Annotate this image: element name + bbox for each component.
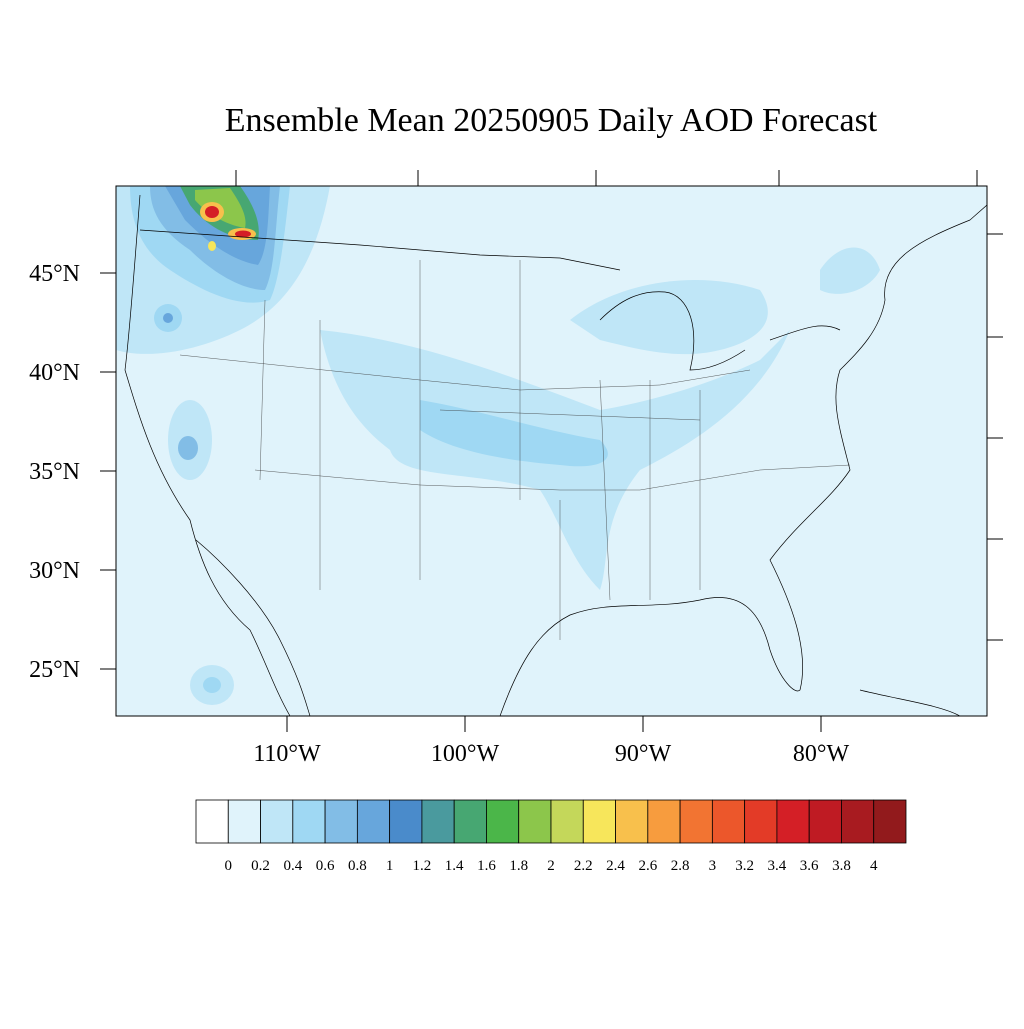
lon-label: 90°W	[615, 741, 672, 767]
colorbar-box	[292, 799, 326, 844]
colorbar-box	[227, 799, 261, 844]
lat-label: 35°N	[29, 459, 80, 485]
colorbar-label: 3.6	[800, 858, 819, 874]
colorbar-label: 1.2	[413, 858, 432, 874]
colorbar-label: 0	[225, 858, 233, 874]
colorbar-box	[324, 799, 358, 844]
colorbar-label: 3.4	[768, 858, 787, 874]
colorbar-box	[260, 799, 294, 844]
colorbar: 0 0.2 0.4 0.6 0.8 1 1.2 1.4 1.6 1.8 2 2.2 2.4 2.6 2.8 3…	[195, 799, 907, 874]
map-field	[116, 186, 987, 716]
colorbar-box	[550, 799, 584, 844]
colorbar-label: 3.2	[735, 858, 754, 874]
colorbar-label: 0.6	[316, 858, 335, 874]
colorbar-box	[808, 799, 842, 844]
lat-label: 40°N	[29, 360, 80, 386]
lon-label: 110°W	[253, 741, 321, 767]
colorbar-box	[582, 799, 616, 844]
colorbar-box	[518, 799, 552, 844]
colorbar-box	[647, 799, 681, 844]
colorbar-label: 3.8	[832, 858, 851, 874]
colorbar-box	[841, 799, 875, 844]
colorbar-label: 2.2	[574, 858, 593, 874]
colorbar-box	[486, 799, 520, 844]
colorbar-label: 0.8	[348, 858, 367, 874]
colorbar-box	[389, 799, 423, 844]
lat-label: 25°N	[29, 657, 80, 683]
lon-label: 100°W	[431, 741, 500, 767]
colorbar-label: 3	[709, 858, 717, 874]
colorbar-label: 1.6	[477, 858, 496, 874]
colorbar-label: 0.4	[283, 858, 302, 874]
colorbar-label: 2.8	[671, 858, 690, 874]
colorbar-label: 2	[547, 858, 555, 874]
colorbar-label: 1.4	[445, 858, 464, 874]
lat-label: 45°N	[29, 261, 80, 287]
colorbar-box	[679, 799, 713, 844]
lon-label: 80°W	[793, 741, 850, 767]
colorbar-box	[421, 799, 455, 844]
colorbar-box	[453, 799, 487, 844]
colorbar-label: 1	[386, 858, 394, 874]
colorbar-box	[615, 799, 649, 844]
colorbar-box	[744, 799, 778, 844]
map-frame	[115, 185, 988, 717]
colorbar-label: 2.6	[638, 858, 657, 874]
colorbar-box	[195, 799, 229, 844]
colorbar-label: 2.4	[606, 858, 625, 874]
lat-label: 30°N	[29, 558, 80, 584]
colorbar-label: 0.2	[251, 858, 270, 874]
colorbar-box	[711, 799, 746, 844]
title: Ensemble Mean 20250905 Daily AOD Forecas…	[225, 102, 878, 139]
colorbar-box	[776, 799, 810, 844]
colorbar-box	[873, 799, 907, 844]
colorbar-label: 1.8	[509, 858, 528, 874]
colorbar-box	[356, 799, 391, 844]
colorbar-label: 4	[870, 858, 878, 874]
projection-ticks	[235, 170, 1003, 641]
